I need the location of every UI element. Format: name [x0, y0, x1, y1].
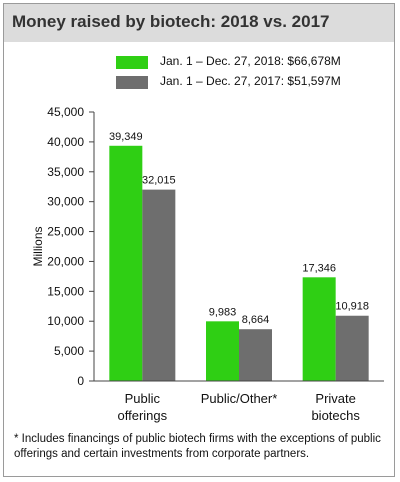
y-tick-label: 30,000 [47, 195, 84, 209]
x-tick-label: offerings [118, 408, 168, 423]
y-axis-title: Millions [31, 226, 45, 266]
bar [109, 145, 143, 381]
x-tick-label: Public/Other* [201, 391, 278, 406]
data-label: 9,983 [209, 306, 237, 318]
footnote: * Includes financings of public biotech … [14, 433, 381, 460]
y-tick-label: 10,000 [47, 314, 84, 328]
chart-title: Money raised by biotech: 2018 vs. 2017 [12, 12, 330, 31]
bar [335, 315, 369, 381]
data-label: 17,346 [302, 262, 336, 274]
bar [302, 277, 336, 381]
legend-label-2018: Jan. 1 – Dec. 27, 2018: $66,678M [160, 54, 341, 68]
y-tick-label: 20,000 [47, 254, 84, 268]
legend-label-2017: Jan. 1 – Dec. 27, 2017: $51,597M [160, 74, 341, 88]
data-label: 32,015 [142, 175, 176, 187]
bar [142, 189, 176, 381]
y-tick-label: 5,000 [54, 344, 84, 358]
bar-chart: Millions 0 5,000 10,000 15,000 20,000 25,000 3… [31, 105, 384, 423]
y-axis: 0 5,000 10,000 15,000 20,000 25,000 30,000 35,0… [47, 105, 95, 388]
y-tick-label: 40,000 [47, 135, 84, 149]
bars: 39,349 32,015 9,983 8,664 17,346 10,918 [109, 131, 369, 381]
x-tick-label: Private [315, 391, 355, 406]
legend-swatch-2017 [116, 76, 148, 89]
x-tick-label: biotechs [311, 408, 360, 423]
data-label: 8,664 [242, 314, 270, 326]
title-bar: Money raised by biotech: 2018 vs. 2017 [4, 4, 394, 42]
bar [206, 321, 239, 381]
y-tick-label: 45,000 [47, 105, 84, 119]
y-tick-label: 35,000 [47, 165, 84, 179]
data-label: 39,349 [109, 131, 143, 143]
legend-swatch-2018 [116, 56, 148, 69]
chart-frame: Money raised by biotech: 2018 vs. 2017 J… [3, 3, 395, 477]
x-axis: Public offerings Public/Other* Private biote… [94, 380, 384, 423]
bar [239, 329, 272, 381]
y-tick-label: 25,000 [47, 225, 84, 239]
data-label: 10,918 [335, 301, 369, 313]
y-tick-label: 15,000 [47, 284, 84, 298]
x-tick-label: Public [125, 391, 161, 406]
y-tick-label: 0 [77, 374, 84, 388]
